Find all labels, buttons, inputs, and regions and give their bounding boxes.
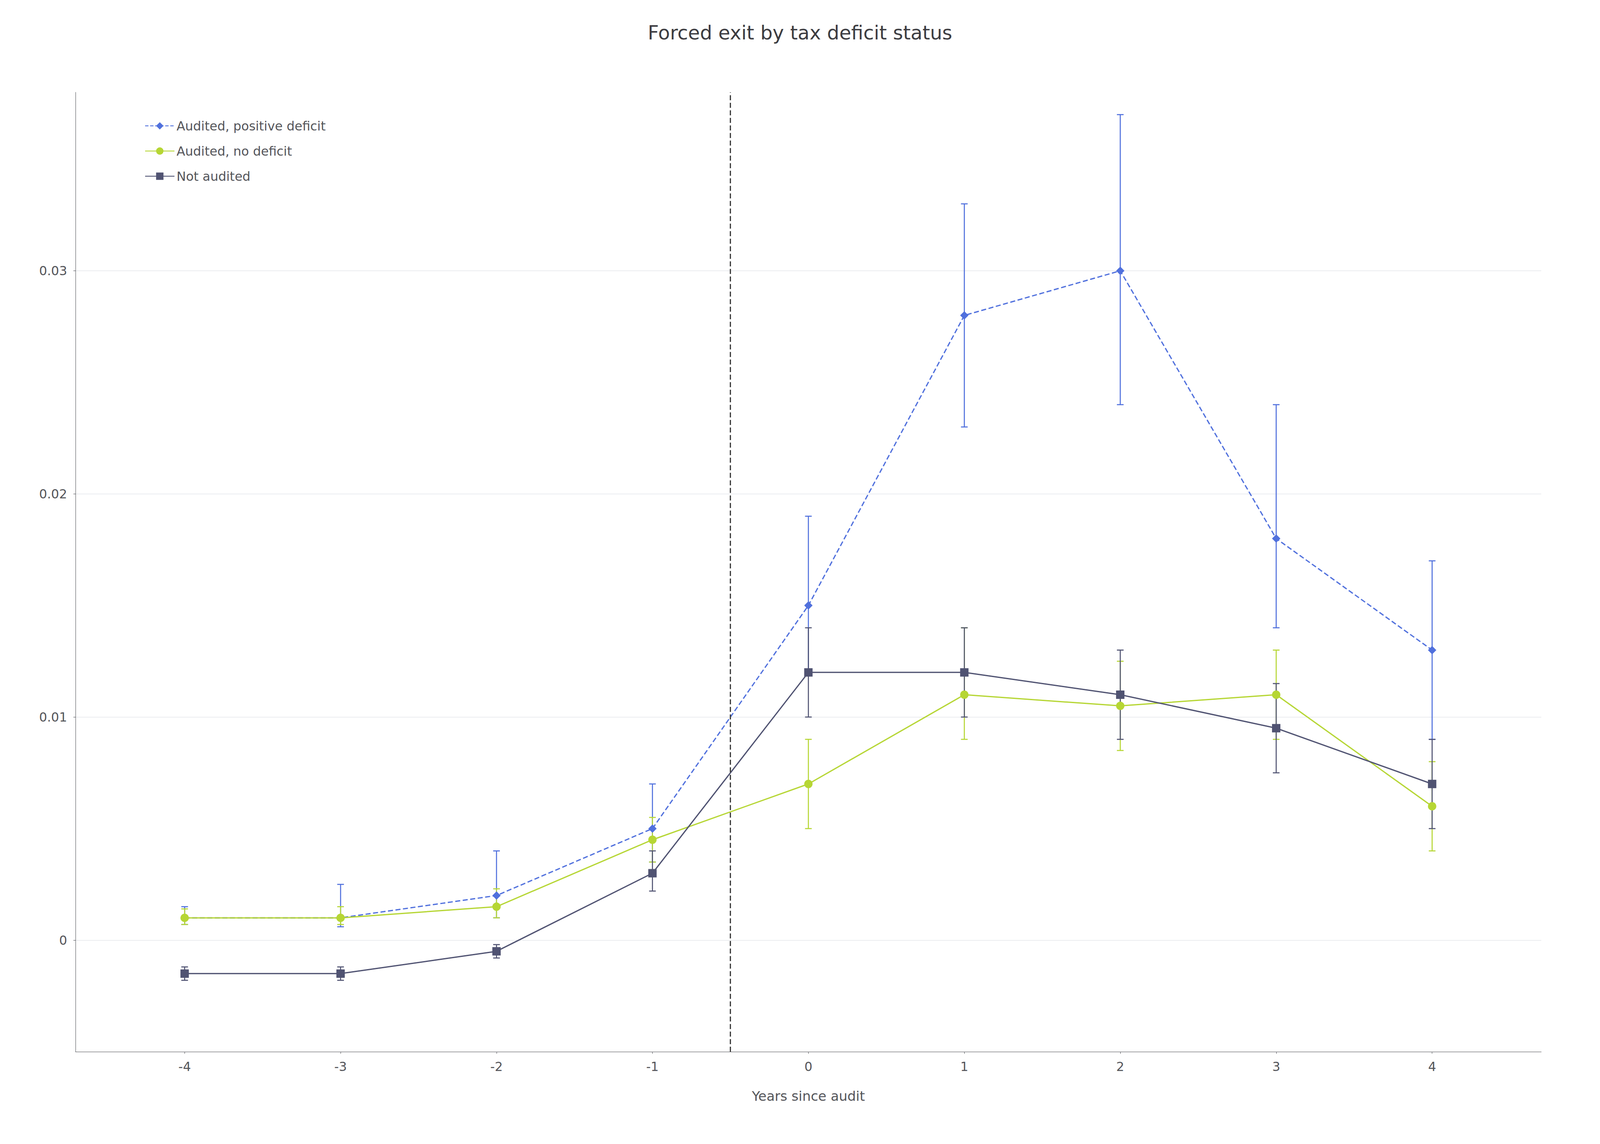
svg-text:0.02: 0.02	[39, 486, 68, 502]
svg-text:1: 1	[960, 1058, 969, 1074]
svg-text:0.03: 0.03	[39, 263, 68, 279]
svg-text:2: 2	[1116, 1058, 1125, 1074]
svg-text:Audited, no deficit: Audited, no deficit	[176, 143, 292, 159]
svg-text:-2: -2	[490, 1058, 503, 1074]
svg-text:3: 3	[1272, 1058, 1280, 1074]
svg-text:4: 4	[1428, 1058, 1437, 1074]
svg-text:0.01: 0.01	[39, 709, 68, 725]
svg-text:Forced exit by tax deficit sta: Forced exit by tax deficit status	[647, 21, 953, 45]
svg-text:Audited, positive deficit: Audited, positive deficit	[176, 118, 326, 134]
svg-text:0: 0	[59, 932, 68, 948]
svg-text:Years since audit: Years since audit	[751, 1087, 866, 1104]
svg-text:-3: -3	[334, 1058, 347, 1074]
svg-text:-4: -4	[178, 1058, 191, 1074]
svg-text:-1: -1	[646, 1058, 659, 1074]
svg-text:0: 0	[804, 1058, 813, 1074]
svg-text:Not audited: Not audited	[176, 169, 251, 184]
